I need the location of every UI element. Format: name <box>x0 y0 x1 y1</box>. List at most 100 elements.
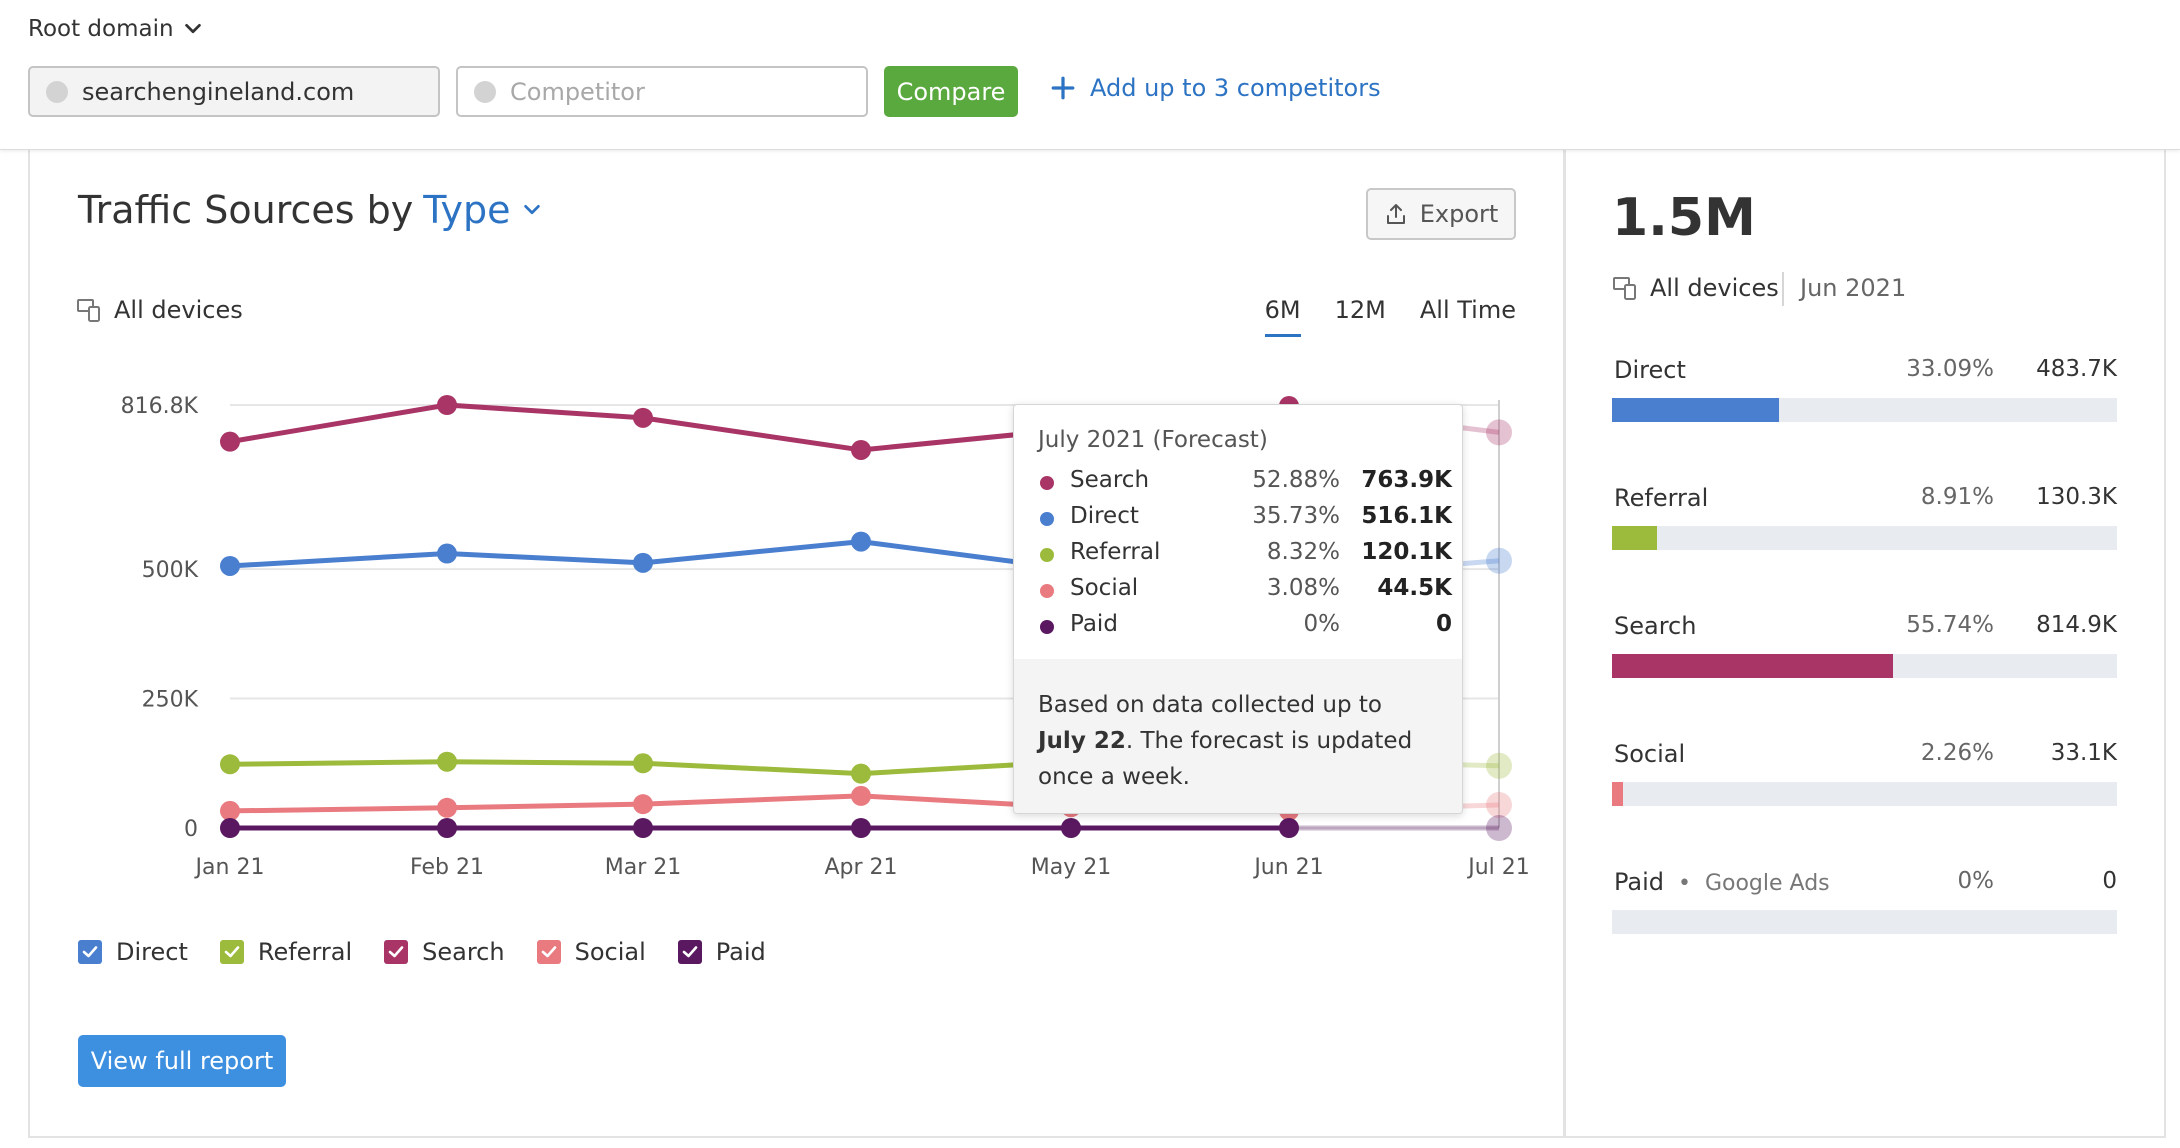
devices-filter[interactable]: All devices <box>76 296 243 324</box>
export-label: Export <box>1419 200 1499 228</box>
export-button[interactable]: Export <box>1366 188 1516 240</box>
tooltip-row-name: Paid <box>1070 611 1118 637</box>
source-share-bar <box>1612 654 2117 678</box>
source-name: Social <box>1614 740 1686 768</box>
checkbox-checked-icon[interactable] <box>677 940 702 964</box>
data-point-social <box>1486 791 1512 818</box>
y-tick-label: 0 <box>184 817 198 842</box>
data-point-social <box>437 797 457 818</box>
source-row-paid[interactable]: Paid • Google Ads 0% 0 <box>1612 868 2117 938</box>
compare-button[interactable]: Compare <box>884 66 1018 117</box>
legend-item-search[interactable]: Search <box>384 938 505 966</box>
chevron-down-icon[interactable] <box>521 199 543 221</box>
summary-panel <box>1566 150 2166 1138</box>
tooltip-row-value: 0 <box>1435 611 1452 637</box>
source-share-bar <box>1612 782 2117 806</box>
panel-divider <box>1564 150 1566 1138</box>
competitor-input[interactable] <box>510 77 840 106</box>
legend-item-social[interactable]: Social <box>536 938 646 966</box>
view-full-report-button[interactable]: View full report <box>78 1035 286 1087</box>
source-row-referral[interactable]: Referral 8.91% 130.3K <box>1612 484 2117 554</box>
devices-icon <box>77 299 100 322</box>
legend-item-paid[interactable]: Paid <box>677 938 766 966</box>
competitor-field[interactable] <box>456 66 868 117</box>
data-point-paid <box>851 818 871 838</box>
legend-item-direct[interactable]: Direct <box>78 938 188 966</box>
domain-field[interactable] <box>28 66 440 117</box>
tooltip-row-referral: Referral 8.32% 120.1K <box>1038 539 1452 571</box>
tooltip-note: Based on data collected up to July 22. T… <box>1014 659 1462 813</box>
y-tick-label: 500K <box>142 558 199 583</box>
source-pct: 8.91% <box>1920 484 1994 510</box>
tooltip-row-name: Search <box>1070 467 1150 493</box>
devices-label: All devices <box>114 296 243 324</box>
tooltip-row-pct: 3.08% <box>1266 575 1340 601</box>
tab-6m[interactable]: 6M <box>1264 296 1301 337</box>
data-point-referral <box>1486 752 1512 779</box>
source-name: Referral <box>1614 484 1709 512</box>
data-point-referral <box>437 751 457 772</box>
add-competitors-link[interactable]: Add up to 3 competitors <box>1050 74 1381 102</box>
source-row-direct[interactable]: Direct 33.09% 483.7K <box>1612 356 2117 426</box>
summary-date: Jun 2021 <box>1800 274 1907 302</box>
source-pct: 0% <box>1957 868 1995 894</box>
data-point-social <box>633 794 653 815</box>
source-pct: 33.09% <box>1906 356 1994 382</box>
data-point-paid <box>1486 815 1512 841</box>
tooltip-row-pct: 0% <box>1303 611 1341 637</box>
data-point-direct <box>437 543 457 564</box>
type-dropdown[interactable]: Type <box>423 188 511 232</box>
add-competitors-label: Add up to 3 competitors <box>1090 74 1381 102</box>
domain-input[interactable] <box>82 77 412 106</box>
series-dot-icon <box>1040 512 1054 526</box>
tab-all-time[interactable]: All Time <box>1419 296 1516 324</box>
checkbox-checked-icon[interactable] <box>219 940 244 964</box>
upload-icon <box>1386 204 1405 224</box>
data-point-paid <box>220 818 240 838</box>
tooltip-title: July 2021 (Forecast) <box>1038 427 1268 453</box>
series-dot-icon <box>1040 548 1054 562</box>
source-row-search[interactable]: Search 55.74% 814.9K <box>1612 612 2117 682</box>
source-share-fill <box>1612 526 1657 550</box>
source-share-bar <box>1612 398 2117 422</box>
source-sub-label: • Google Ads <box>1664 871 1830 896</box>
source-share-fill <box>1612 654 1894 678</box>
y-tick-label: 250K <box>142 688 199 713</box>
legend-label: Search <box>422 938 505 966</box>
y-tick-label: 816.8K <box>121 394 199 419</box>
data-point-direct <box>1486 547 1512 574</box>
source-name: Search <box>1614 612 1697 640</box>
domain-status-dot <box>46 80 68 103</box>
legend-label: Direct <box>116 938 188 966</box>
source-value: 814.9K <box>2036 612 2117 638</box>
summary-separator <box>1782 272 1784 306</box>
source-value: 483.7K <box>2036 356 2117 382</box>
source-pct: 55.74% <box>1906 612 1994 638</box>
data-point-search <box>220 431 240 452</box>
x-tick-label: Mar 21 <box>605 855 682 880</box>
checkbox-checked-icon[interactable] <box>536 940 561 964</box>
tooltip-note-text-1: Based on data collected up to <box>1038 692 1382 718</box>
checkbox-checked-icon[interactable] <box>384 940 409 964</box>
tooltip-note-date: July 22 <box>1038 728 1126 754</box>
x-tick-label: Jul 21 <box>1466 855 1530 880</box>
data-point-direct <box>633 552 653 573</box>
panel-title-prefix: Traffic Sources by <box>78 188 414 232</box>
root-domain-dropdown[interactable]: Root domain <box>28 16 204 42</box>
summary-devices-filter[interactable]: All devices <box>1612 274 1779 302</box>
data-point-referral <box>220 754 240 775</box>
tab-12m[interactable]: 12M <box>1334 296 1386 324</box>
checkbox-checked-icon[interactable] <box>78 940 102 964</box>
source-row-social[interactable]: Social 2.26% 33.1K <box>1612 740 2117 810</box>
source-name: Paid • Google Ads <box>1614 868 1830 896</box>
tooltip-row-name: Direct <box>1070 503 1139 529</box>
series-dot-icon <box>1040 584 1054 598</box>
data-point-paid <box>437 818 457 838</box>
chevron-down-icon <box>184 23 201 34</box>
data-point-social <box>851 785 871 806</box>
tooltip-row-social: Social 3.08% 44.5K <box>1038 575 1452 607</box>
legend-item-referral[interactable]: Referral <box>219 938 352 966</box>
data-point-paid <box>633 818 653 838</box>
series-dot-icon <box>1040 476 1054 490</box>
total-traffic-value: 1.5M <box>1612 188 1756 248</box>
